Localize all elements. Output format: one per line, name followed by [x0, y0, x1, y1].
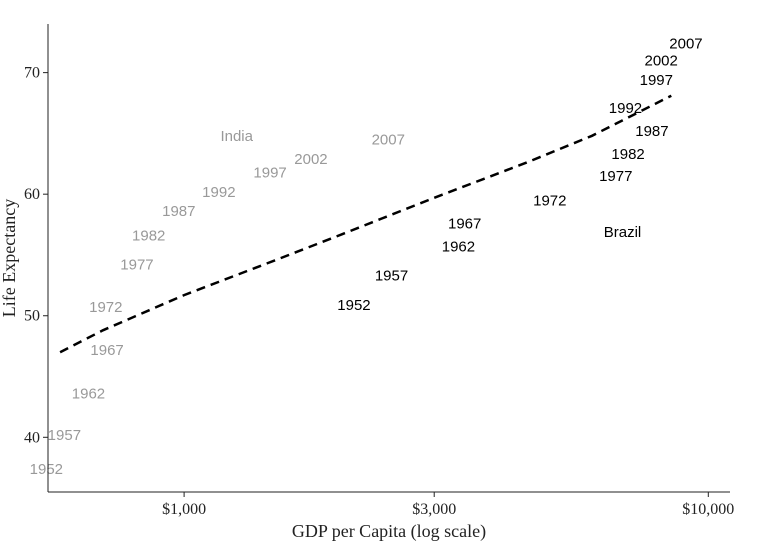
point-label-brazil-1962: 1962: [442, 238, 475, 255]
point-label-brazil-2007: 2007: [669, 35, 702, 52]
axes: [47, 24, 730, 493]
y-tick-label: 60: [24, 186, 40, 203]
y-tick-label: 40: [24, 429, 40, 446]
x-tick-label: $10,000: [682, 501, 734, 518]
point-label-brazil-1982: 1982: [611, 146, 644, 163]
point-label-brazil-1987: 1987: [635, 123, 668, 140]
point-label-india-1952: 1952: [30, 461, 63, 478]
y-axis-title: Life Expectancy: [0, 199, 19, 317]
point-label-india-2002: 2002: [294, 151, 327, 168]
point-label-brazil-1997: 1997: [640, 72, 673, 89]
point-label-brazil-2002: 2002: [645, 52, 678, 69]
point-label-india-1992: 1992: [202, 184, 235, 201]
point-label-india-1997: 1997: [253, 164, 286, 181]
trend-line: [59, 94, 672, 354]
point-label-india-2007: 2007: [372, 131, 405, 148]
point-label-india-1967: 1967: [90, 342, 123, 359]
series-name-brazil: Brazil: [604, 224, 642, 241]
point-label-brazil-1952: 1952: [337, 297, 370, 314]
point-label-brazil-1992: 1992: [609, 100, 642, 117]
point-label-india-1987: 1987: [162, 203, 195, 220]
point-label-brazil-1957: 1957: [375, 268, 408, 285]
point-label-india-1977: 1977: [120, 257, 153, 274]
trend-line-layer: [59, 94, 672, 354]
y-tick-label: 70: [24, 65, 40, 82]
y-tick-label: 50: [24, 308, 40, 325]
point-label-india-1982: 1982: [132, 228, 165, 245]
x-tick-label: $3,000: [412, 501, 456, 518]
point-label-brazil-1967: 1967: [448, 215, 481, 232]
x-tick-label: $1,000: [162, 501, 206, 518]
point-label-india-1962: 1962: [72, 386, 105, 403]
ticks: $1,000 $3,000 $10,000 40 50 60 70: [24, 65, 734, 518]
series-name-india: India: [220, 128, 253, 145]
point-label-brazil-1977: 1977: [599, 168, 632, 185]
point-label-india-1972: 1972: [89, 299, 122, 316]
point-label-india-1957: 1957: [48, 427, 81, 444]
x-axis-title: GDP per Capita (log scale): [292, 521, 486, 542]
point-label-brazil-1972: 1972: [533, 192, 566, 209]
points-layer: 1952 1957 1962 1967 1972 1977 1982 1987 1992 1997…: [30, 35, 703, 477]
